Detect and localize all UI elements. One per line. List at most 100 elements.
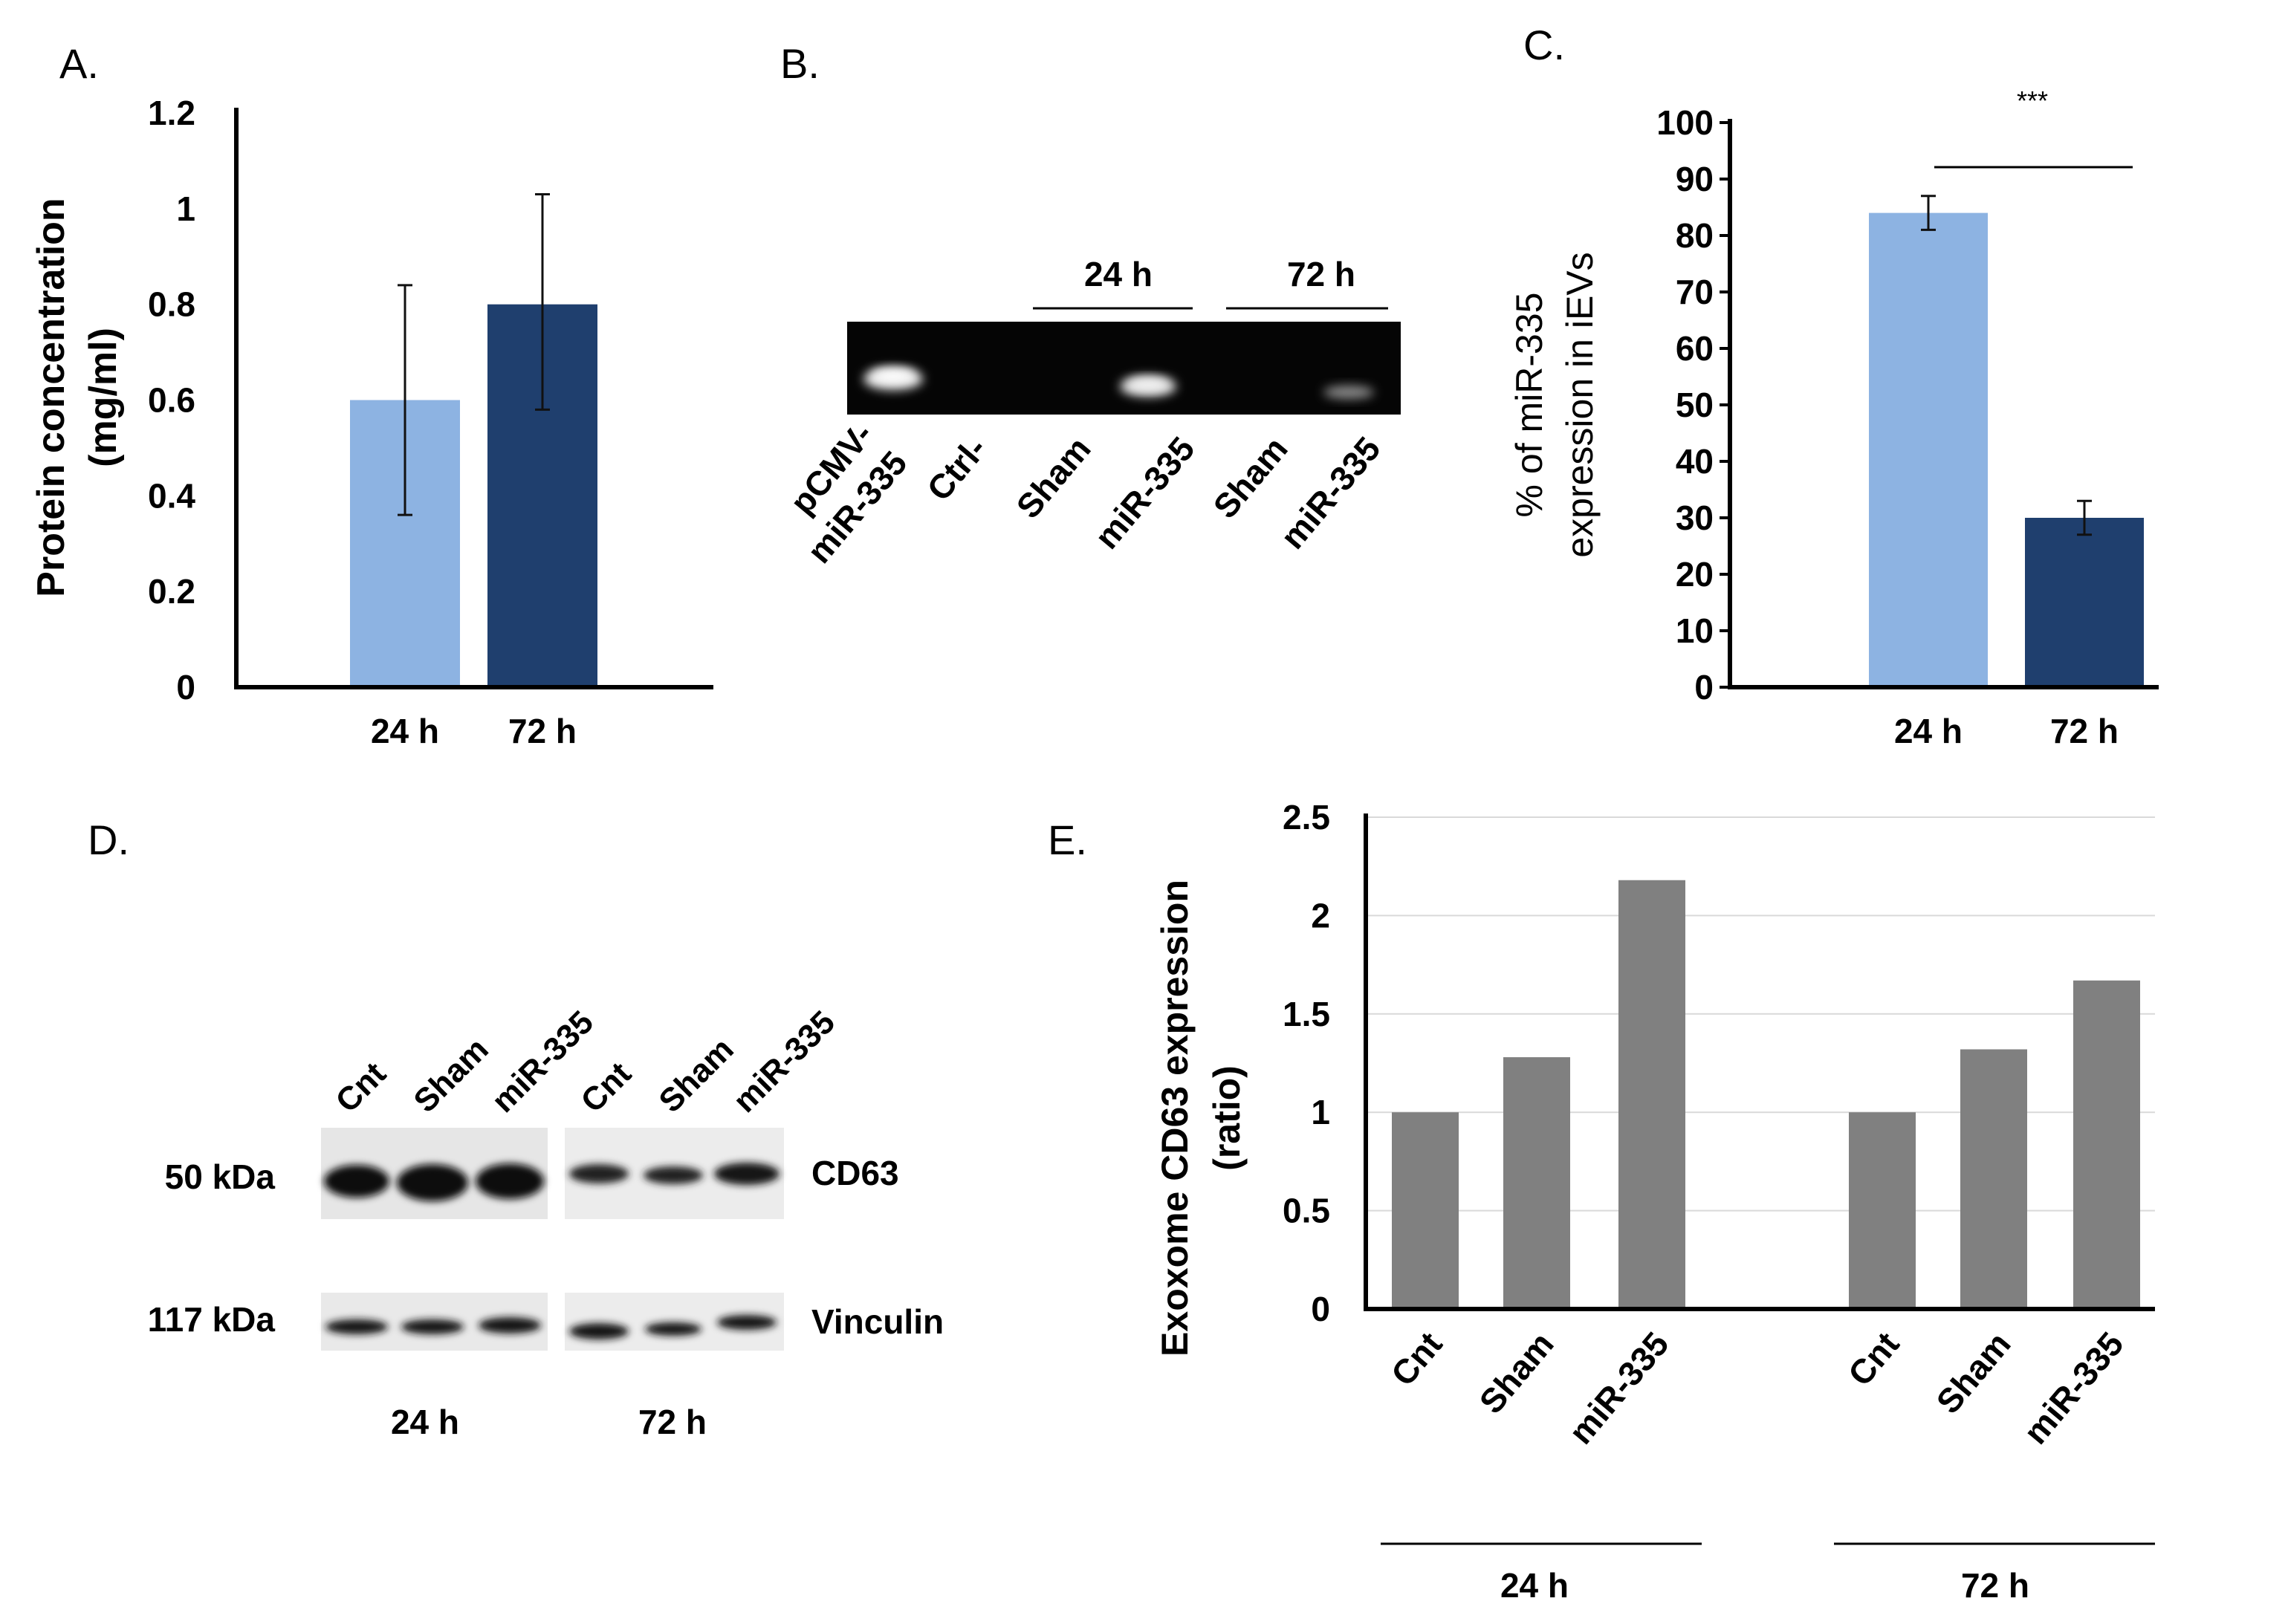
svg-text:Ctrl-: Ctrl- xyxy=(919,429,994,508)
panel-d-lane-label: Cnt xyxy=(574,1055,638,1120)
svg-text:expression in iEVs: expression in iEVs xyxy=(1559,252,1601,557)
svg-text:Cnt: Cnt xyxy=(1384,1325,1450,1393)
timepoint-24h: 24 h xyxy=(391,1403,459,1441)
panel-e-xtick: miR-335 xyxy=(2016,1325,2131,1452)
band-cd63-72h-sham xyxy=(644,1166,703,1184)
gel-band-72h-mir335 xyxy=(1323,386,1374,399)
panel-e-bar xyxy=(2073,980,2140,1309)
panel-a-ytick: 1.2 xyxy=(148,94,195,132)
panel-c-ytick: 100 xyxy=(1656,103,1714,142)
panel-c-xtick: 24 h xyxy=(1894,712,1963,750)
panel-c-bar xyxy=(2025,518,2144,687)
panel-d-lane-label: Sham xyxy=(406,1031,495,1120)
band-cd63-72h-cnt xyxy=(569,1164,629,1183)
panel-b-letter: B. xyxy=(780,40,820,87)
svg-text:Sham: Sham xyxy=(1205,429,1294,525)
svg-text:Cnt: Cnt xyxy=(328,1055,393,1120)
panel-d-lane-label: Cnt xyxy=(328,1055,393,1120)
panel-a-letter: A. xyxy=(59,40,99,87)
panel-e-ytick: 2.5 xyxy=(1283,798,1330,837)
svg-text:miR-335: miR-335 xyxy=(1087,429,1202,556)
panel-a-ytick: 0.8 xyxy=(148,285,195,324)
panel-a-ytick: 0 xyxy=(176,668,195,707)
panel-e-letter: E. xyxy=(1048,816,1087,863)
panel-c-ytick: 0 xyxy=(1694,668,1714,707)
panel-b-lane-label: Sham xyxy=(1008,429,1098,525)
panel-b-gel-bands xyxy=(863,368,1374,399)
panel-c-ytick: 50 xyxy=(1676,386,1714,424)
svg-text:Cnt: Cnt xyxy=(1841,1325,1907,1393)
panel-c-ytick: 70 xyxy=(1676,273,1714,311)
panel-e-bar xyxy=(1503,1057,1570,1309)
panel-e-xtick: Sham xyxy=(1471,1325,1561,1420)
panel-e-group-72h: 72 h xyxy=(1961,1566,2029,1605)
panel-c-ytick: 40 xyxy=(1676,442,1714,481)
gel-band-pcmv-core xyxy=(871,368,915,382)
panel-e-ytick: 0.5 xyxy=(1283,1192,1330,1230)
band-vinculin-24h-sham xyxy=(401,1319,464,1334)
panel-e-ytick: 1.5 xyxy=(1283,995,1330,1033)
panel-a: A. 0 0.2 0.4 0.6 0.8 1 1.2 24 h 72 h Protein co… xyxy=(30,40,713,750)
panel-d-lane-label: Sham xyxy=(652,1031,740,1120)
panel-c-ytick: 10 xyxy=(1676,611,1714,650)
panel-e: E. 00.511.522.5 Cnt Sham miR-335 Cnt ShammiR… xyxy=(1048,798,2155,1605)
band-vinculin-72h-mir335 xyxy=(717,1315,777,1330)
panel-a-ytick: 0.6 xyxy=(148,381,195,420)
panel-e-bar xyxy=(1618,880,1685,1309)
panel-c-ytick: 80 xyxy=(1676,216,1714,255)
panel-a-xtick: 72 h xyxy=(508,712,577,750)
band-vinculin-24h-cnt xyxy=(325,1319,388,1334)
panel-c-xtick: 72 h xyxy=(2050,712,2119,750)
svg-text:miR-335: miR-335 xyxy=(1273,429,1388,556)
panel-b-lane-label: Ctrl- xyxy=(919,429,994,508)
svg-text:(ratio): (ratio) xyxy=(1206,1065,1248,1171)
svg-text:miR-335: miR-335 xyxy=(1561,1325,1676,1452)
panel-e-bar xyxy=(1392,1112,1459,1309)
svg-text:Cnt: Cnt xyxy=(574,1055,638,1120)
panel-c-ylabel: % of miR-335 expression in iEVs xyxy=(1508,252,1601,557)
panel-e-bar xyxy=(1849,1112,1916,1309)
panel-e-xtick: Cnt xyxy=(1384,1325,1450,1393)
panel-a-ylabel: Protein concentration (mg/ml) xyxy=(30,198,125,597)
panel-e-ytick: 2 xyxy=(1311,896,1330,935)
svg-text:Sham: Sham xyxy=(1928,1325,2018,1420)
band-cd63-24h-mir335 xyxy=(476,1163,544,1199)
panel-e-xtick: miR-335 xyxy=(1561,1325,1676,1452)
panel-d-lane-label: miR-335 xyxy=(726,1004,842,1120)
panel-b-lane-label: miR-335 xyxy=(1087,429,1202,556)
band-vinculin-72h-sham xyxy=(645,1322,701,1336)
panel-e-ytick: 0 xyxy=(1311,1290,1330,1328)
timepoint-72h: 72 h xyxy=(638,1403,707,1441)
panel-e-xtick: Cnt xyxy=(1841,1325,1907,1393)
panel-b-lane-label: miR-335 xyxy=(1273,429,1388,556)
blot-bands xyxy=(324,1163,780,1339)
panel-c-significance: *** xyxy=(2017,85,2048,116)
svg-text:Exoxome CD63 expression: Exoxome CD63 expression xyxy=(1154,880,1196,1357)
panel-c-letter: C. xyxy=(1523,22,1565,68)
panel-c-bar xyxy=(1869,212,1988,688)
panel-b-group-24h: 24 h xyxy=(1084,255,1153,293)
panel-c-ytick: 60 xyxy=(1676,329,1714,368)
panel-b-lane-label: pCMV-miR-335 xyxy=(782,415,915,571)
panel-b-group-72h: 72 h xyxy=(1287,255,1355,293)
panel-e-bar xyxy=(1960,1049,2027,1309)
panel-c-ytick: 90 xyxy=(1676,160,1714,198)
band-cd63-24h-cnt xyxy=(324,1165,389,1198)
band-cd63-24h-sham xyxy=(397,1164,468,1201)
panel-a-xtick: 24 h xyxy=(371,712,439,750)
svg-text:Sham: Sham xyxy=(652,1031,740,1120)
svg-text:Sham: Sham xyxy=(406,1031,495,1120)
panel-a-ytick: 1 xyxy=(176,189,195,228)
panel-d-letter: D. xyxy=(88,816,129,863)
panel-b-gel xyxy=(847,322,1401,415)
panel-c-ytick: 20 xyxy=(1676,555,1714,594)
gel-band-24h-mir335-core xyxy=(1127,378,1169,390)
marker-117kda: 117 kDa xyxy=(148,1300,276,1339)
protein-cd63: CD63 xyxy=(811,1154,899,1192)
panel-b: B. 24 h 72 h pCMV-miR-335 Ctrl- ShammiR-33… xyxy=(780,40,1401,571)
marker-50kda: 50 kDa xyxy=(165,1157,276,1196)
band-vinculin-24h-mir335 xyxy=(479,1317,541,1334)
band-cd63-72h-mir335 xyxy=(714,1163,780,1185)
